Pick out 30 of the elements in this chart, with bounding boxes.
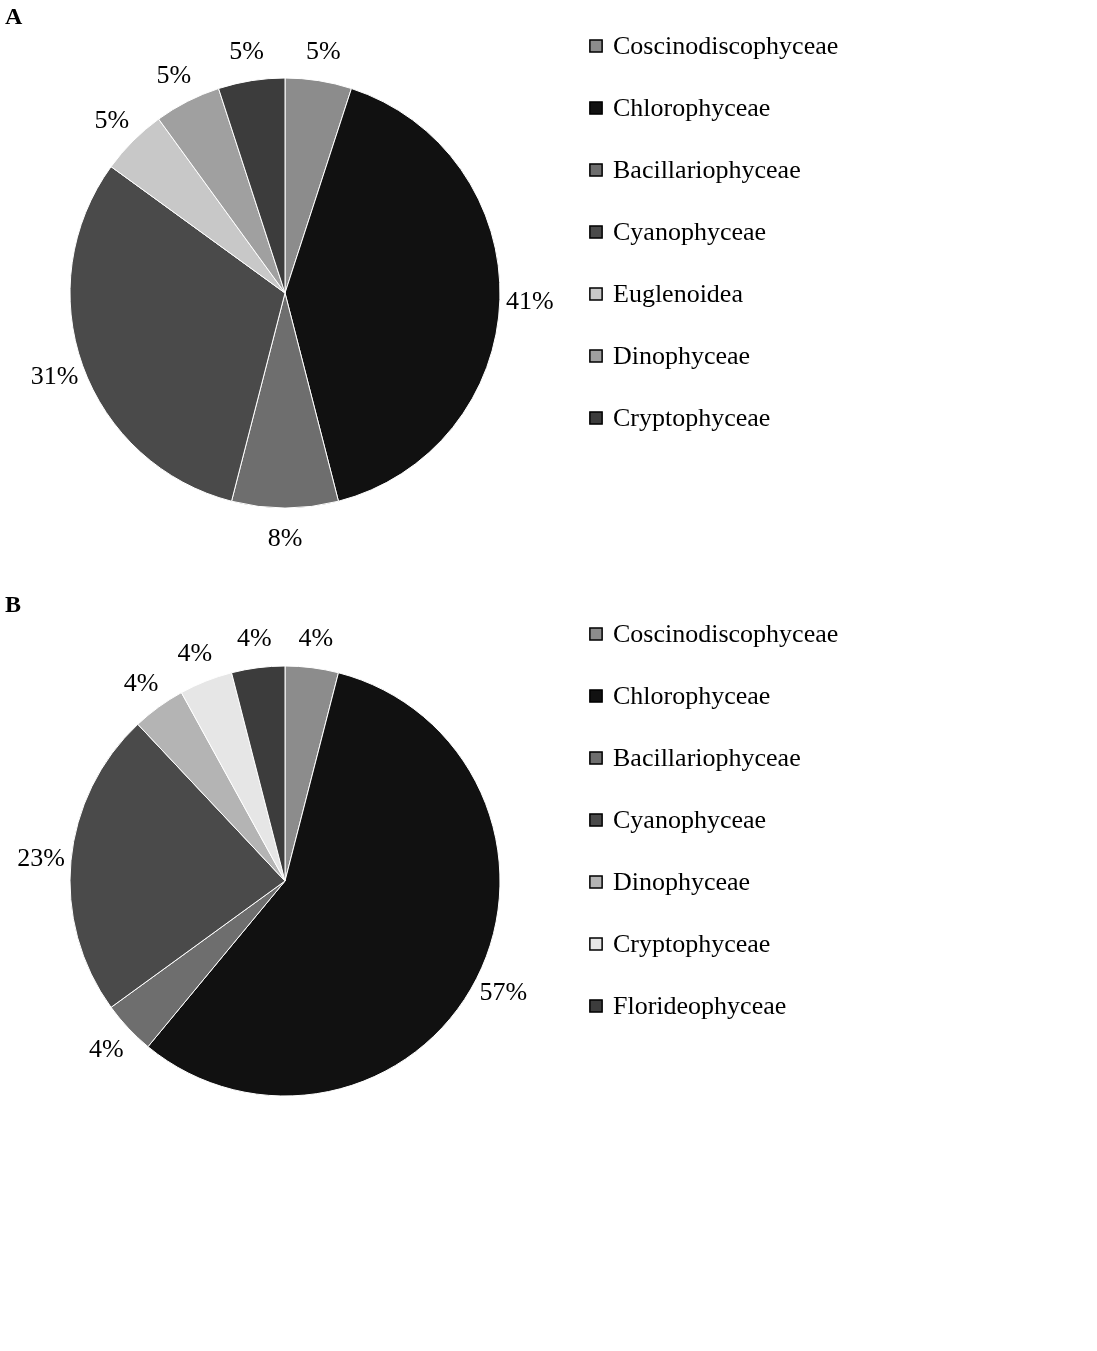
data-label: 4% — [123, 667, 159, 697]
legend-label: Bacillariophyceae — [613, 743, 801, 772]
legend-label: Coscinodiscophyceae — [613, 619, 839, 648]
data-label: 4% — [236, 622, 272, 652]
data-label: 4% — [177, 638, 213, 668]
legend-label: Dinophyceae — [613, 867, 751, 896]
chart-title: B — [5, 591, 22, 617]
legend-label: Florideophyceae — [613, 991, 787, 1020]
legend-label: Coscinodiscophyceae — [613, 31, 839, 60]
chart-title: A — [5, 3, 23, 29]
legend-label: Chlorophyceae — [613, 681, 771, 710]
legend-label: Cryptophyceae — [613, 403, 771, 432]
data-label: 5% — [156, 59, 192, 89]
data-label: 8% — [267, 523, 303, 552]
data-label: 5% — [94, 104, 130, 134]
legend-label: Chlorophyceae — [613, 93, 771, 122]
legend-label: Cyanophyceae — [613, 217, 767, 246]
legend-label: Bacillariophyceae — [613, 155, 801, 184]
legend-label: Euglenoidea — [613, 279, 744, 308]
legend-label: Dinophyceae — [613, 341, 751, 370]
data-label: 57% — [479, 977, 528, 1007]
legend-label: Cryptophyceae — [613, 929, 771, 958]
data-label: 31% — [30, 360, 79, 390]
data-label: 5% — [229, 36, 265, 66]
legend-label: Cyanophyceae — [613, 805, 767, 834]
data-label: 4% — [298, 622, 334, 652]
data-label: 5% — [305, 36, 341, 66]
data-label: 41% — [506, 285, 554, 315]
data-label: 23% — [17, 842, 65, 872]
data-label: 4% — [89, 1033, 124, 1063]
